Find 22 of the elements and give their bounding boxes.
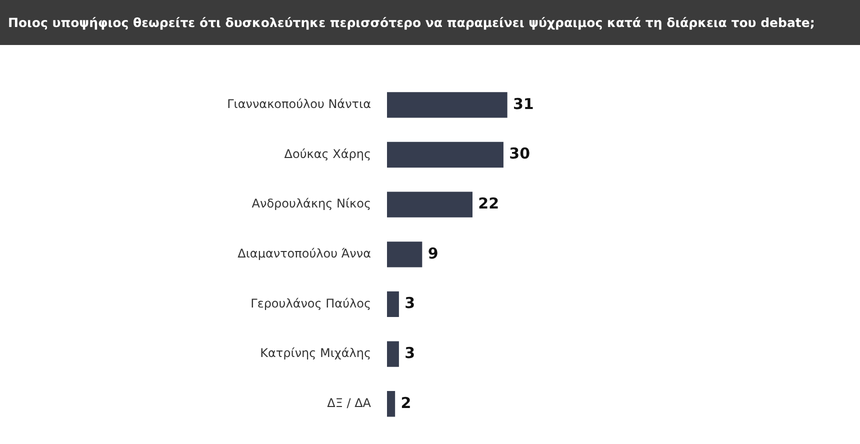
y-tick-label: Ανδρουλάκης Νίκος — [252, 196, 371, 211]
data-label: 2 — [400, 394, 412, 412]
bar — [387, 341, 399, 367]
y-tick-label: Διαμαντοπούλου Άννα — [238, 246, 372, 261]
y-tick-label: ΔΞ / ΔΑ — [327, 396, 372, 410]
data-label: 30 — [509, 144, 530, 163]
data-label: 9 — [428, 244, 438, 262]
chart-title: Ποιος υποψήφιος θεωρείτε ότι δυσκολεύτηκε περισσότερο να παραμείνει ψύχραιμος κατά τη διάρκεια του debate; — [0, 0, 860, 45]
y-tick-label: Κατρίνης Μιχάλης — [260, 346, 371, 360]
bar — [387, 391, 396, 417]
bar — [387, 92, 508, 118]
bar — [387, 242, 422, 268]
y-tick-label: Γερουλάνος Παύλος — [250, 296, 371, 310]
data-label: 3 — [404, 294, 416, 312]
bar — [387, 192, 472, 218]
data-label: 22 — [478, 194, 500, 212]
y-tick-label: Γιαννακοπούλου Νάντια — [227, 97, 372, 112]
data-label: 3 — [404, 344, 416, 362]
data-label: 31 — [513, 94, 534, 113]
bar — [387, 142, 504, 168]
bar — [387, 291, 399, 318]
y-tick-label: Δούκας Χάρης — [284, 146, 371, 161]
